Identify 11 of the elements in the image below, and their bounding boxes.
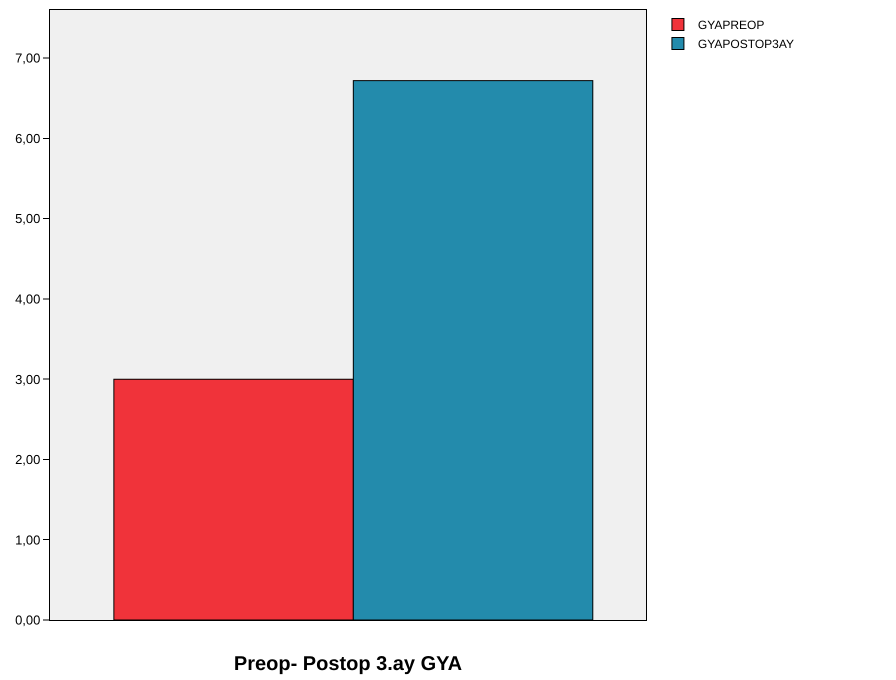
y-tick-label: 2,00 (15, 452, 40, 468)
y-tick-label: 5,00 (15, 211, 40, 226)
y-tick-label: 6,00 (15, 130, 40, 146)
y-tick-label: 1,00 (15, 532, 40, 548)
y-tick-label: 3,00 (15, 372, 40, 387)
y-tick-label: 7,00 (15, 50, 40, 66)
x-axis-title: Preop- Postop 3.ay GYA (234, 653, 462, 675)
legend-label: GYAPOSTOP3AY (698, 37, 794, 52)
legend-label: GYAPREOP (698, 18, 764, 32)
y-tick-label: 0,00 (15, 612, 40, 628)
y-tick-label: 4,00 (15, 292, 40, 306)
